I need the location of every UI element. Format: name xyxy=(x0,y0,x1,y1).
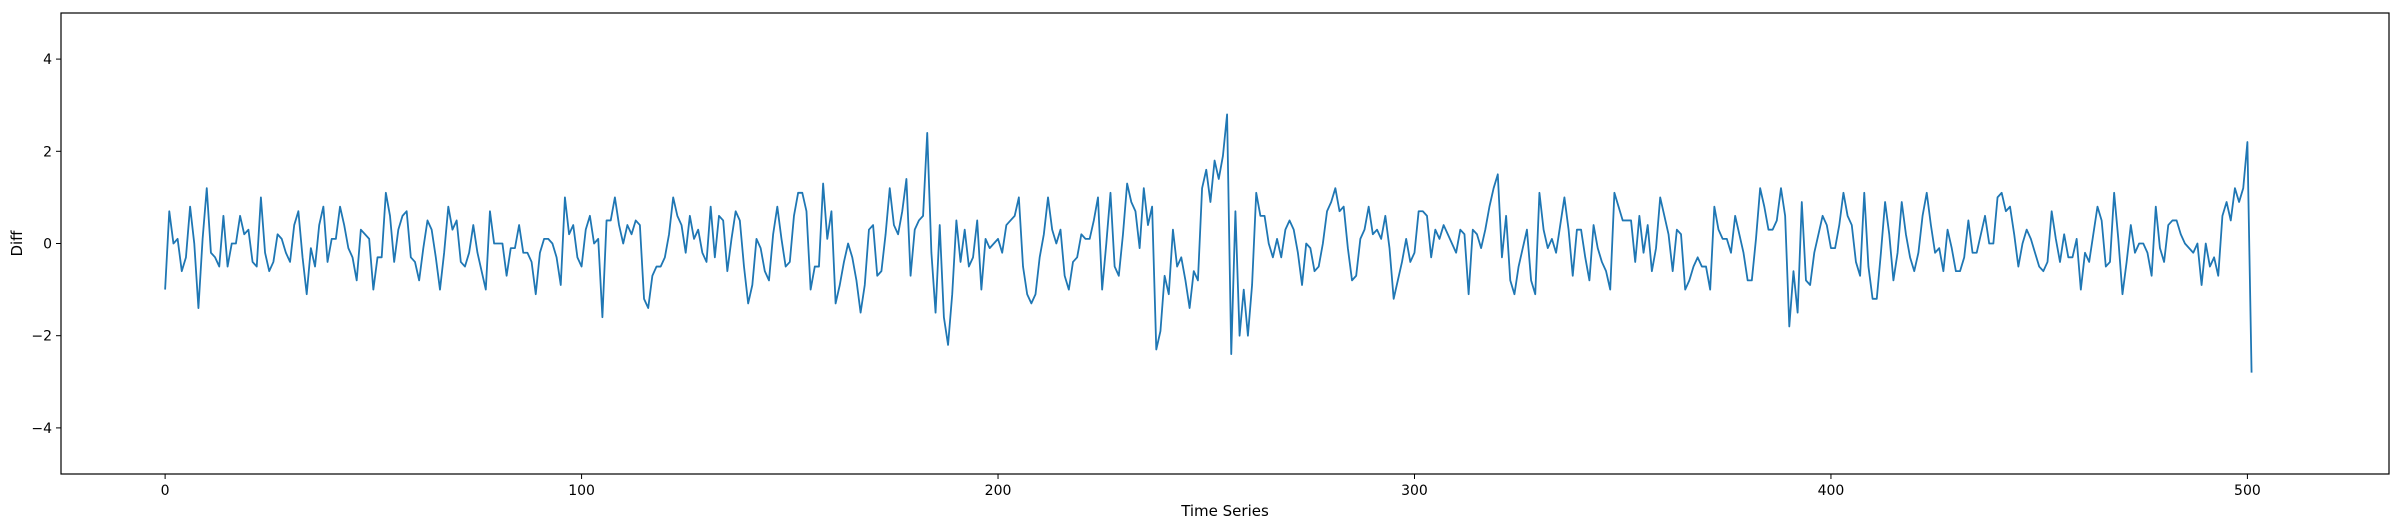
x-tick-label: 0 xyxy=(161,483,170,499)
x-tick-label: 500 xyxy=(2234,483,2261,499)
y-tick-label: −4 xyxy=(31,421,52,437)
y-axis: −4 −2 0 2 4 xyxy=(31,52,61,437)
y-tick-label: 2 xyxy=(43,144,52,160)
y-tick-label: 4 xyxy=(43,52,52,68)
x-axis: 0 100 200 300 400 500 xyxy=(161,474,2261,499)
x-tick-label: 100 xyxy=(568,483,595,499)
x-tick-label: 300 xyxy=(1401,483,1428,499)
x-tick-label: 400 xyxy=(1818,483,1845,499)
y-tick-label: −2 xyxy=(31,329,52,345)
x-tick-label: 200 xyxy=(985,483,1012,499)
series-layer xyxy=(164,113,2253,373)
x-axis-label: Time Series xyxy=(1180,502,1269,520)
series-line xyxy=(164,113,2253,373)
y-tick-label: 0 xyxy=(43,237,52,253)
y-axis-label: Diff xyxy=(8,230,26,257)
